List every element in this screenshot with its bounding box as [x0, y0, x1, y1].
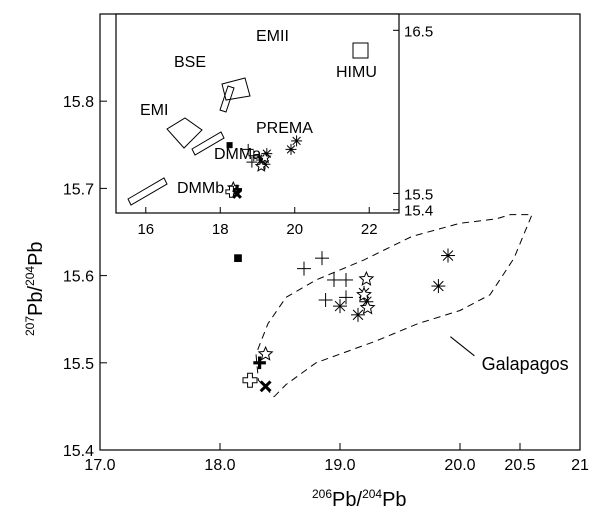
galapagos-field-outline	[255, 214, 533, 398]
data-point-bold-x	[259, 380, 272, 393]
data-point-open-star	[356, 286, 372, 302]
bse-label: BSE	[174, 54, 206, 71]
data-point-asterisk	[333, 299, 347, 314]
dmmb-field	[127, 177, 168, 206]
himu-label: HIMU	[336, 64, 377, 81]
y-tick-label: 15.8	[63, 94, 94, 111]
data-point-thin-plus	[339, 272, 353, 287]
main-data-points	[234, 248, 455, 393]
y-tick-label: 15.6	[63, 269, 94, 286]
x-tick-label: 19.0	[324, 457, 355, 474]
himu-field	[352, 42, 369, 59]
inset-x-tick-label: 22	[361, 221, 378, 238]
data-point-asterisk	[351, 307, 365, 322]
data-point-thin-plus	[318, 293, 333, 308]
inset-y-tick-label: 15.4	[404, 203, 433, 220]
dmmb-label: DMMb	[177, 180, 224, 197]
inset-x-axis: 16 18 20 22	[137, 207, 378, 238]
inset-x-tick-label: 18	[212, 221, 229, 238]
inset-y-tick-label: 16.5	[404, 23, 433, 40]
prema-label: PREMA	[256, 120, 313, 137]
main-x-axis: 17.0 18.0 19.0 20.0 20.5 21	[84, 443, 589, 474]
inset-x-tick-label: 20	[286, 221, 303, 238]
inset-point-thin-plus	[248, 150, 260, 162]
inset-data-points	[225, 135, 303, 199]
data-point-thin-plus	[315, 251, 329, 266]
data-point-open-cross	[242, 372, 258, 388]
emii-label: EMII	[256, 28, 289, 45]
inset-point-open-star	[254, 159, 268, 172]
emi-field	[166, 117, 203, 149]
inset-point-bold-x	[232, 189, 242, 199]
data-point-open-star	[359, 299, 376, 315]
data-point-thin-plus	[339, 290, 353, 305]
inset-plot-frame	[115, 13, 400, 214]
main-plot: 17.0 18.0 19.0 20.0 20.5 21 15.415.515.615.71…	[23, 13, 589, 511]
inset-point-filled-square	[226, 142, 233, 149]
y-tick-label: 15.5	[63, 356, 94, 373]
data-point-asterisk	[431, 279, 446, 294]
data-point-thin-plus	[327, 272, 341, 287]
emi-label: EMI	[140, 102, 168, 119]
inset-point-open-star	[258, 151, 272, 164]
data-point-filled-square	[234, 254, 242, 263]
data-point-thin-plus	[297, 261, 311, 276]
inset-x-tick-label: 16	[137, 221, 154, 238]
data-point-asterisk	[441, 248, 455, 263]
x-axis-title: 206Pb/204Pb	[312, 487, 407, 511]
y-tick-label: 15.7	[63, 181, 94, 198]
x-tick-label: 21	[571, 457, 589, 474]
galapagos-leader-line	[450, 336, 475, 357]
inset-y-axis: 15.415.5 16.5	[393, 23, 433, 220]
bse-field	[219, 85, 235, 113]
x-tick-label: 18.0	[204, 457, 235, 474]
x-tick-label: 20.5	[504, 457, 535, 474]
inset-point-asterisk	[285, 143, 297, 155]
data-point-open-star	[257, 345, 274, 361]
dmma-field	[191, 131, 225, 156]
inset-y-tick-label: 15.5	[404, 186, 433, 203]
x-tick-label: 17.0	[84, 457, 115, 474]
y-tick-label: 15.4	[63, 443, 94, 460]
inset-plot: 16 18 20 22 15.415.5 16.5 EMI EMII HIMU DMMa…	[115, 13, 433, 238]
inset-point-asterisk	[291, 135, 303, 147]
x-tick-label: 20.0	[444, 457, 475, 474]
inset-point-thin-plus	[242, 143, 254, 155]
data-point-open-star	[358, 270, 375, 286]
y-axis-title: 207Pb/204Pb	[23, 241, 47, 336]
inset-point-thin-plus	[246, 156, 258, 168]
data-point-bold-plus	[253, 356, 266, 370]
galapagos-label: Galapagos	[482, 354, 569, 374]
dmma-label: DMMa	[214, 146, 261, 163]
main-y-axis: 15.4 15.5 15.6 15.7 15.8	[63, 94, 107, 460]
